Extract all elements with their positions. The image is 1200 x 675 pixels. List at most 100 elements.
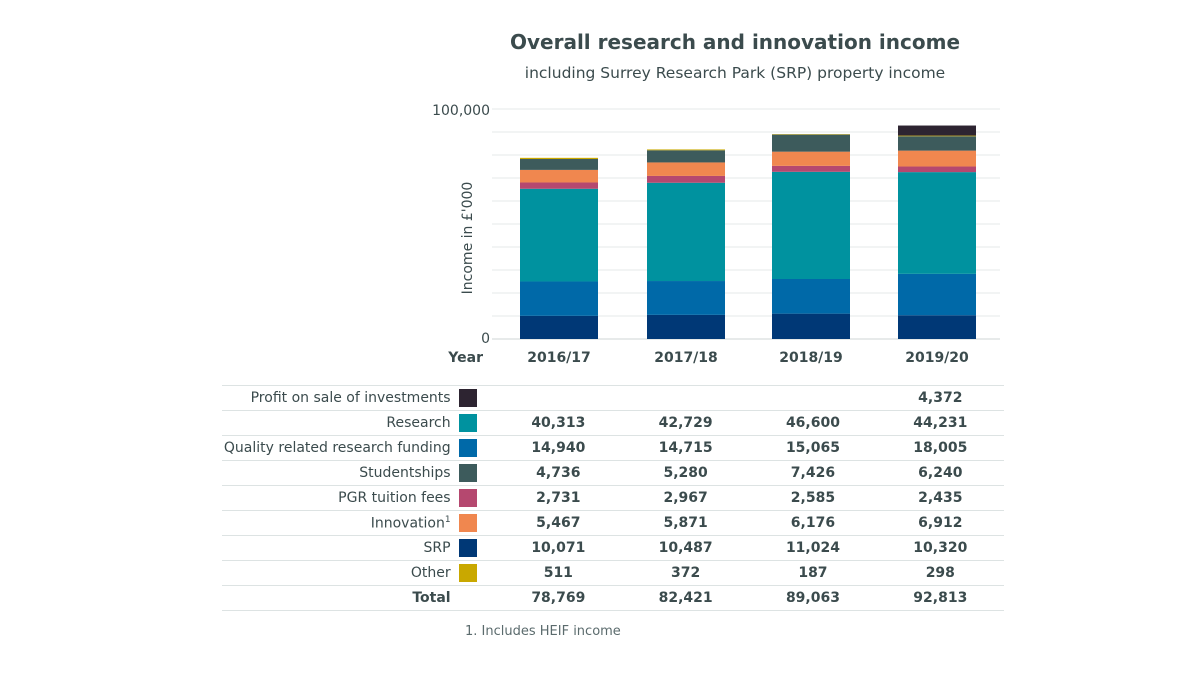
legend-swatch-cell <box>458 385 495 411</box>
row-label-text: Research <box>386 415 451 431</box>
value-cell: 5,467 <box>494 510 622 536</box>
table-total-row: Total 78,769 82,421 89,063 92,813 <box>222 585 1004 611</box>
value-cell: 42,729 <box>621 410 750 436</box>
bar-segment-pgr-tuition-fees <box>647 175 725 183</box>
legend-swatch <box>458 389 477 407</box>
bar-segment-innovation <box>898 150 976 167</box>
row-label: Innovation1 <box>222 510 459 536</box>
row-label: Total <box>222 585 459 611</box>
row-label-text: Quality related research funding <box>223 440 451 456</box>
bar-segment-studentships <box>772 134 850 152</box>
value-cell: 2,435 <box>876 485 1004 511</box>
bar-segment-quality-related-research-funding <box>772 278 850 314</box>
x-tick-label: 2018/19 <box>779 350 843 366</box>
value-cell: 2,967 <box>621 485 750 511</box>
row-label-text: SRP <box>423 540 451 556</box>
row-label: Quality related research funding <box>222 435 459 461</box>
bar-segment-studentships <box>898 136 976 151</box>
bar-segment-pgr-tuition-fees <box>520 182 598 189</box>
legend-swatch-cell <box>458 535 495 561</box>
legend-swatch-cell <box>458 435 495 461</box>
row-label-text: Other <box>410 565 451 581</box>
row-label: PGR tuition fees <box>222 485 459 511</box>
bar-segment-other <box>520 157 598 160</box>
x-axis-label: Year <box>447 350 483 366</box>
bar-segment-research <box>898 172 976 274</box>
value-cell: 18,005 <box>876 435 1004 461</box>
value-cell: 2,731 <box>494 485 622 511</box>
value-cell: 2,585 <box>749 485 877 511</box>
value-cell: 10,487 <box>621 535 750 561</box>
value-cell: 14,715 <box>621 435 750 461</box>
table-row: Innovation1 5,467 5,871 6,176 6,912 <box>222 510 1004 536</box>
bar-segment-quality-related-research-funding <box>898 273 976 316</box>
value-cell: 5,280 <box>621 460 750 486</box>
row-label-text: Innovation <box>370 515 445 532</box>
table-row: Other 511 372 187 298 <box>222 560 1004 586</box>
row-label-text: Studentships <box>359 465 451 481</box>
value-cell: 372 <box>621 560 750 586</box>
table-row: Quality related research funding 14,940 14… <box>222 435 1004 461</box>
x-tick-label: 2019/20 <box>905 350 969 366</box>
value-cell: 14,940 <box>494 435 622 461</box>
value-cell <box>494 385 622 411</box>
table-row: PGR tuition fees 2,731 2,967 2,585 2,435 <box>222 485 1004 511</box>
table-row: SRP 10,071 10,487 11,024 10,320 <box>222 535 1004 561</box>
y-axis-label: Income in £'000 <box>460 182 476 295</box>
table-row: Profit on sale of investments 4,372 <box>222 385 1004 411</box>
legend-swatch <box>458 514 477 532</box>
value-cell: 44,231 <box>876 410 1004 436</box>
bar-segment-research <box>772 171 850 279</box>
legend-swatch <box>458 439 477 457</box>
value-cell: 298 <box>876 560 1004 586</box>
bar-segment-quality-related-research-funding <box>647 281 725 315</box>
value-cell: 15,065 <box>749 435 877 461</box>
data-table: Profit on sale of investments 4,372 Resear… <box>222 385 1004 611</box>
row-label-text: Profit on sale of investments <box>250 390 451 406</box>
value-cell <box>749 385 877 411</box>
chart-title: Overall research and innovation income <box>509 30 961 54</box>
bar-segment-pgr-tuition-fees <box>898 166 976 173</box>
bar-segment-other <box>647 149 725 151</box>
legend-swatch <box>458 564 477 582</box>
legend-swatch <box>458 489 477 507</box>
bar-segment-studentships <box>647 150 725 163</box>
legend-swatch-cell <box>458 585 495 611</box>
bar-segment-srp <box>898 315 976 339</box>
value-cell: 187 <box>749 560 877 586</box>
footnote: 1. Includes HEIF income <box>465 624 621 639</box>
bar-segment-profit-on-sale-of-investments <box>898 125 976 136</box>
table-row: Research 40,313 42,729 46,600 44,231 <box>222 410 1004 436</box>
x-tick-label: 2017/18 <box>654 350 718 366</box>
value-cell: 11,024 <box>749 535 877 561</box>
table-row: Studentships 4,736 5,280 7,426 6,240 <box>222 460 1004 486</box>
bar-segment-innovation <box>520 169 598 183</box>
value-cell: 7,426 <box>749 460 877 486</box>
value-cell: 78,769 <box>494 585 622 611</box>
value-cell: 5,871 <box>621 510 750 536</box>
value-cell: 40,313 <box>494 410 622 436</box>
legend-swatch-cell <box>458 485 495 511</box>
row-label-text: PGR tuition fees <box>338 490 451 506</box>
value-cell: 6,240 <box>876 460 1004 486</box>
legend-swatch-cell <box>458 560 495 586</box>
footnote-marker: 1 <box>444 514 451 525</box>
value-cell: 511 <box>494 560 622 586</box>
bar-segment-innovation <box>772 151 850 166</box>
legend-swatch-cell <box>458 410 495 436</box>
value-cell: 92,813 <box>876 585 1004 611</box>
legend-swatch-cell <box>458 510 495 536</box>
bar-segment-research <box>647 182 725 282</box>
row-label: Studentships <box>222 460 459 486</box>
legend-swatch <box>458 539 477 557</box>
row-label: Profit on sale of investments <box>222 385 459 411</box>
bar-segment-srp <box>520 315 598 339</box>
value-cell <box>621 385 750 411</box>
bar-segment-research <box>520 188 598 282</box>
legend-swatch <box>458 464 477 482</box>
value-cell: 10,071 <box>494 535 622 561</box>
bar-segment-pgr-tuition-fees <box>772 165 850 172</box>
bar-segment-quality-related-research-funding <box>520 281 598 316</box>
value-cell: 4,736 <box>494 460 622 486</box>
bar-segment-other <box>898 135 976 137</box>
